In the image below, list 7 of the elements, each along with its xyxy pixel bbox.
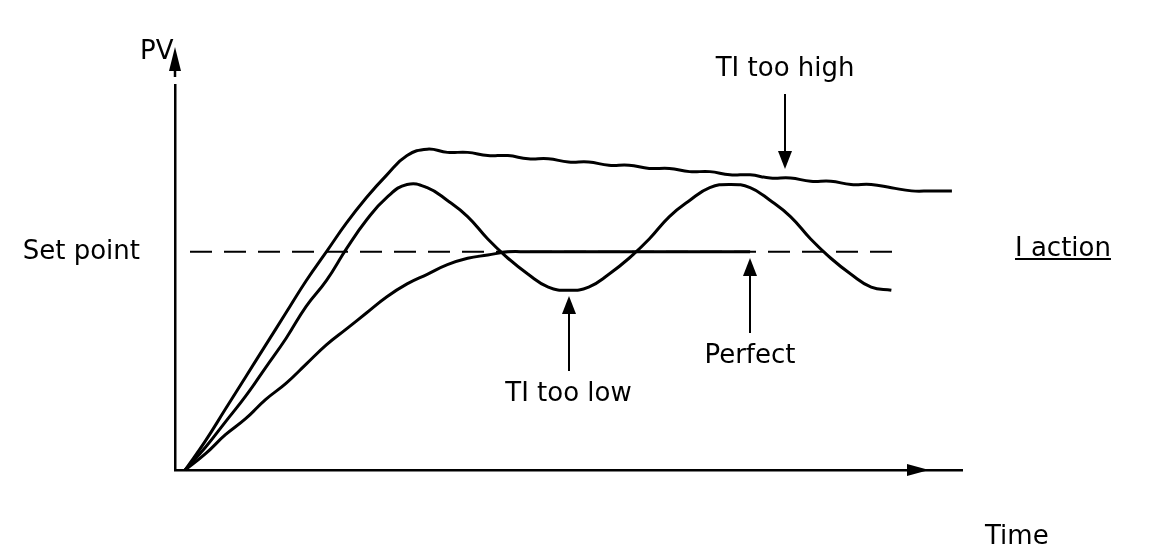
text: TI too high [715, 51, 855, 82]
y-axis-title: PV [140, 35, 174, 65]
annotation: TI too low [505, 377, 632, 408]
text: I action [1015, 232, 1111, 262]
annotation: Perfect [704, 338, 796, 369]
ref-line-label: Set point [22, 234, 140, 265]
x-axis-title: Time [985, 520, 1049, 550]
